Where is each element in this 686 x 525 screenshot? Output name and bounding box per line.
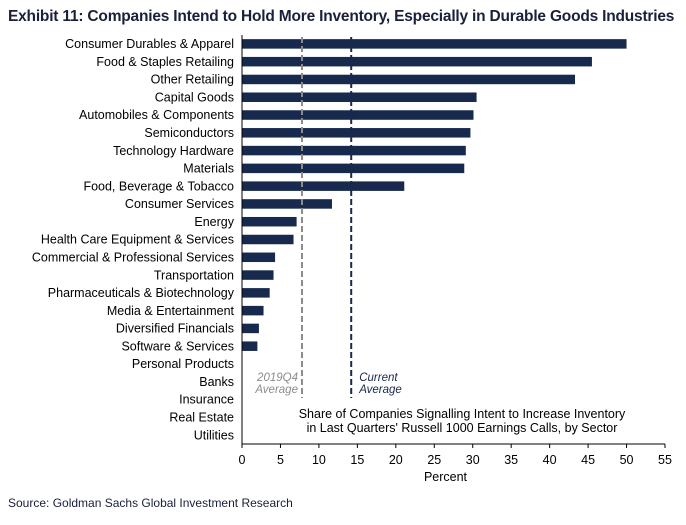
chart-title: Exhibit 11: Companies Intend to Hold Mor…: [8, 8, 675, 25]
category-label: Semiconductors: [144, 126, 234, 140]
reference-line-label: 2019Q4: [256, 372, 298, 384]
x-tick-label: 0: [239, 453, 246, 467]
bar: [242, 341, 258, 351]
x-tick-label: 45: [581, 453, 595, 467]
category-label: Pharmaceuticals & Biotechnology: [48, 286, 235, 300]
bar: [242, 128, 471, 138]
bar: [242, 163, 465, 174]
x-axis-label: Percent: [424, 470, 468, 484]
category-label: Insurance: [179, 393, 234, 407]
bar: [242, 305, 264, 316]
x-tick-label: 35: [504, 453, 518, 467]
bar: [242, 270, 274, 280]
bar: [242, 199, 332, 209]
chart-annotation: in Last Quarters' Russell 1000 Earnings …: [307, 421, 618, 435]
category-label: Consumer Durables & Apparel: [65, 37, 234, 51]
bar: [242, 252, 276, 263]
category-label: Capital Goods: [155, 90, 234, 104]
category-label: Personal Products: [132, 357, 234, 371]
category-label: Diversified Financials: [116, 322, 234, 336]
category-label: Other Retailing: [151, 73, 234, 87]
bar: [242, 145, 466, 156]
x-tick-label: 55: [658, 453, 672, 467]
bar: [242, 323, 259, 334]
bar: [242, 181, 405, 191]
bar: [242, 56, 592, 67]
category-label: Transportation: [154, 268, 234, 282]
category-label: Materials: [183, 162, 234, 176]
category-label: Utilities: [194, 428, 234, 442]
x-tick-label: 20: [389, 453, 403, 467]
category-label: Food, Beverage & Tobacco: [83, 179, 234, 193]
x-tick-label: 25: [427, 453, 441, 467]
bar: [242, 92, 477, 102]
reference-line-label: Average: [254, 384, 298, 396]
bar: [242, 39, 627, 49]
reference-line-label: Current: [359, 372, 398, 384]
x-tick-label: 30: [466, 453, 480, 467]
category-label: Food & Staples Retailing: [96, 55, 234, 69]
category-label: Technology Hardware: [113, 144, 234, 158]
category-label: Banks: [199, 375, 234, 389]
x-tick-label: 10: [312, 453, 326, 467]
source-note: Source: Goldman Sachs Global Investment …: [8, 496, 293, 510]
x-tick-label: 40: [543, 453, 557, 467]
category-label: Automobiles & Components: [79, 108, 234, 122]
chart-annotation: Share of Companies Signalling Intent to …: [299, 407, 626, 421]
category-label: Real Estate: [169, 411, 234, 425]
bar: [242, 234, 294, 245]
x-tick-label: 50: [620, 453, 634, 467]
category-label: Consumer Services: [125, 197, 234, 211]
category-label: Software & Services: [121, 339, 234, 353]
bar: [242, 110, 474, 120]
x-tick-label: 5: [277, 453, 284, 467]
x-tick-label: 15: [350, 453, 364, 467]
category-label: Health Care Equipment & Services: [41, 233, 234, 247]
bar: [242, 288, 270, 298]
bar: [242, 74, 576, 85]
reference-line-label: Average: [358, 384, 402, 396]
category-label: Energy: [194, 215, 234, 229]
category-label: Media & Entertainment: [107, 304, 235, 318]
bar: [242, 216, 297, 227]
category-label: Commercial & Professional Services: [32, 250, 234, 264]
